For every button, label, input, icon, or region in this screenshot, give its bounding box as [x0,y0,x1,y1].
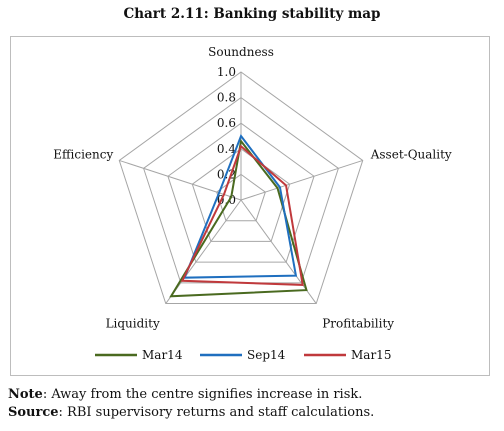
tick-label: 0.4 [217,142,236,156]
radar-grid [118,71,364,305]
legend-label-sep14: Sep14 [247,348,286,362]
note-text: : Away from the centre signifies increas… [42,387,363,402]
tick-label: 0.8 [217,91,236,105]
series-mar15 [180,144,304,286]
series-sep14 [183,133,298,279]
legend-label-mar15: Mar15 [351,348,391,362]
grid-ring [118,71,364,305]
legend-label-mar14: Mar14 [142,348,183,362]
axis-label-liquidity: Liquidity [106,317,160,331]
source-label: Source [8,405,59,420]
source-line: Source: RBI supervisory returns and staf… [8,404,374,422]
chart-notes: Note: Away from the centre signifies inc… [8,386,374,422]
axis-label-soundness: Soundness [208,45,274,59]
grid-ring [191,148,291,242]
axis-label-asset-quality: Asset-Quality [370,147,452,161]
grid-spoke [119,159,242,201]
tick-label: 0.6 [217,116,236,130]
grid-spoke [165,199,242,304]
grid-spoke [240,159,363,201]
data-series [169,133,308,298]
chart-title: Chart 2.11: Banking stability map [123,6,381,22]
series-mar14 [169,138,308,298]
axis-label-profitability: Profitability [322,317,394,331]
axis-label-efficiency: Efficiency [53,147,113,161]
note-line: Note: Away from the centre signifies inc… [8,386,374,404]
source-text: : RBI supervisory returns and staff calc… [58,405,375,420]
note-label: Note [8,387,43,402]
chart-area [10,36,490,376]
tick-label: 1.0 [217,65,236,79]
grid-ring [167,122,315,263]
axis-labels: Soundness Asset-Quality Profitability Liqui… [53,45,452,331]
legend: Mar14 Sep14 Mar15 [95,348,391,362]
grid-spoke [240,199,317,304]
